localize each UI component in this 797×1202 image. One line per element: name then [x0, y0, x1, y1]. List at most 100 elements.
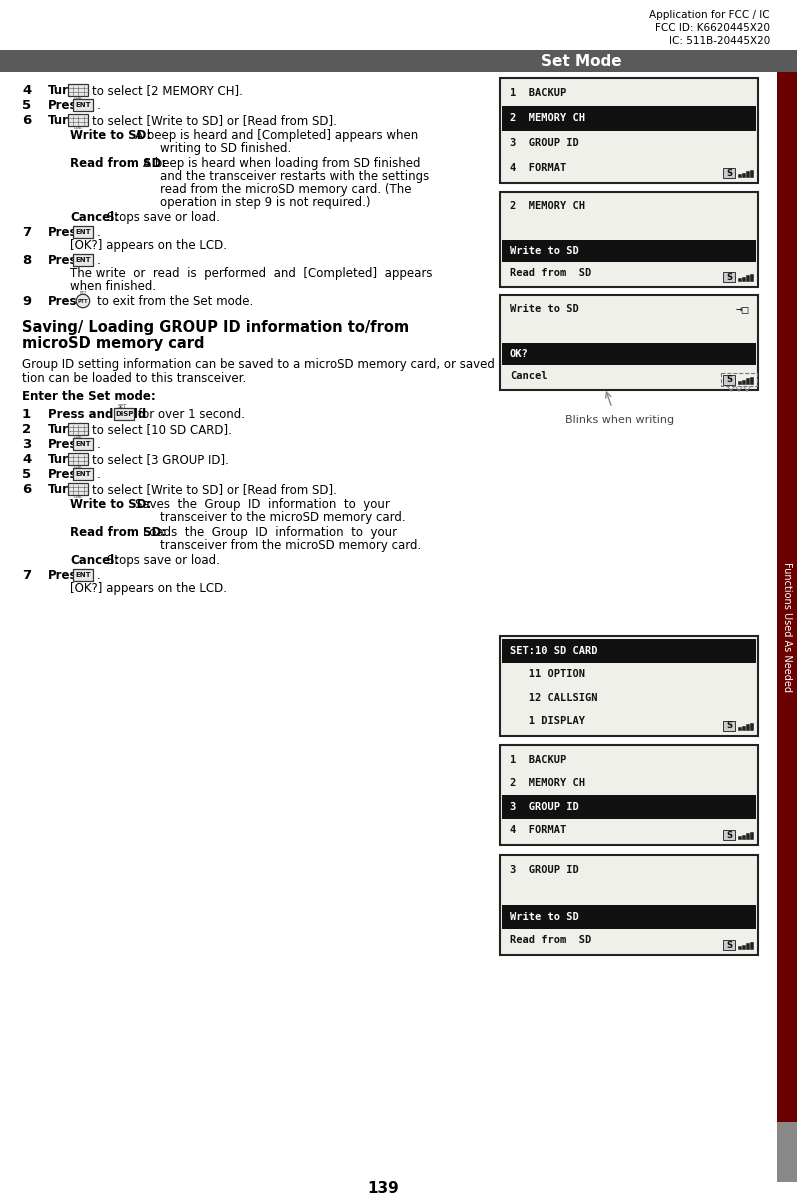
Text: 2  MEMORY CH: 2 MEMORY CH	[510, 201, 585, 212]
Text: Write to SD: Write to SD	[510, 304, 579, 314]
Bar	[73, 254, 92, 266]
Text: ENT: ENT	[75, 230, 91, 236]
Text: to select [Write to SD] or [Read from SD].: to select [Write to SD] or [Read from SD…	[92, 483, 337, 496]
Text: FCC ID: K6620445X20: FCC ID: K6620445X20	[655, 23, 770, 32]
Text: Turn: Turn	[48, 423, 77, 436]
Text: A beep is heard and [Completed] appears when: A beep is heard and [Completed] appears …	[135, 129, 418, 142]
Bar	[723, 168, 735, 178]
Text: Write to SD: Write to SD	[510, 912, 579, 922]
Text: 6: 6	[22, 483, 31, 496]
Bar	[500, 636, 758, 736]
Text: .: .	[97, 226, 100, 239]
Text: ENT: ENT	[75, 572, 91, 578]
Text: A beep is heard when loading from SD finished: A beep is heard when loading from SD fin…	[143, 157, 421, 169]
Bar	[500, 745, 758, 845]
Text: Turn: Turn	[48, 114, 77, 127]
Text: DIAL: DIAL	[73, 435, 83, 439]
Text: Cancel:: Cancel:	[70, 554, 119, 567]
Text: PTT: PTT	[77, 299, 88, 304]
Text: 1 DISPLAY: 1 DISPLAY	[510, 716, 585, 726]
Bar	[0, 50, 797, 72]
Text: Turn: Turn	[48, 84, 77, 97]
Text: 3  GROUP ID: 3 GROUP ID	[510, 864, 579, 875]
Text: SET: SET	[118, 404, 127, 409]
Text: 2  MEMORY CH: 2 MEMORY CH	[510, 778, 585, 789]
Text: microSD memory card: microSD memory card	[22, 337, 205, 351]
Bar	[738, 174, 741, 177]
Text: Application for FCC / IC: Application for FCC / IC	[650, 10, 770, 20]
Text: S: S	[726, 721, 732, 731]
Bar	[500, 78, 758, 183]
Text: 4: 4	[22, 453, 31, 466]
Text: .: .	[97, 99, 100, 112]
Text: PTT: PTT	[79, 291, 87, 296]
Text: Press: Press	[48, 226, 84, 239]
Text: transceiver from the microSD memory card.: transceiver from the microSD memory card…	[160, 538, 422, 552]
Text: when finished.: when finished.	[70, 280, 156, 293]
Text: 7: 7	[22, 569, 31, 582]
Text: Saving/ Loading GROUP ID information to/from: Saving/ Loading GROUP ID information to/…	[22, 320, 409, 335]
Text: 5: 5	[22, 468, 31, 481]
Text: 6: 6	[22, 114, 31, 127]
Text: 1  BACKUP: 1 BACKUP	[510, 755, 566, 764]
Bar	[742, 173, 745, 177]
Text: 1: 1	[22, 407, 31, 421]
Bar	[750, 722, 753, 730]
Circle shape	[77, 294, 90, 308]
Text: Write to SD:: Write to SD:	[70, 498, 151, 511]
Bar	[738, 727, 741, 730]
Text: SET:10 SD CARD: SET:10 SD CARD	[510, 645, 598, 656]
Bar	[750, 274, 753, 281]
Bar	[738, 278, 741, 281]
Bar	[750, 376, 753, 383]
Text: Press: Press	[48, 99, 84, 112]
Bar	[69, 114, 88, 126]
Bar	[69, 84, 88, 96]
Text: OK?: OK?	[510, 349, 528, 358]
Text: 12 CALLSIGN: 12 CALLSIGN	[510, 692, 598, 703]
Text: Press: Press	[48, 254, 84, 267]
Text: Cancel:: Cancel:	[70, 212, 119, 224]
Text: Saves  the  Group  ID  information  to  your: Saves the Group ID information to your	[135, 498, 390, 511]
Text: .: .	[97, 438, 100, 451]
Text: 3  GROUP ID: 3 GROUP ID	[510, 138, 579, 148]
Bar	[69, 453, 88, 465]
Bar	[500, 294, 758, 389]
Bar	[721, 373, 757, 386]
Text: operation in step 9 is not required.): operation in step 9 is not required.)	[160, 196, 371, 209]
Text: 4  FORMAT: 4 FORMAT	[510, 162, 566, 173]
Bar	[738, 381, 741, 383]
Text: Read from  SD: Read from SD	[510, 935, 591, 945]
Bar	[723, 375, 735, 385]
Text: Loads  the  Group  ID  information  to  your: Loads the Group ID information to your	[143, 526, 397, 538]
Text: S: S	[726, 831, 732, 839]
Bar	[738, 946, 741, 950]
Text: and the transceiver restarts with the settings: and the transceiver restarts with the se…	[160, 169, 430, 183]
Bar	[742, 276, 745, 281]
Text: Cancel: Cancel	[510, 371, 548, 381]
Bar	[746, 833, 749, 839]
Bar	[723, 721, 735, 731]
Text: Write to SD: Write to SD	[510, 245, 579, 256]
Text: to exit from the Set mode.: to exit from the Set mode.	[97, 294, 253, 308]
Bar	[500, 855, 758, 956]
Text: Read from SD:: Read from SD:	[70, 526, 166, 538]
Bar	[502, 795, 756, 819]
Text: Group ID setting information can be saved to a microSD memory card, or saved inf: Group ID setting information can be save…	[22, 358, 548, 371]
Text: Stops save or load.: Stops save or load.	[107, 554, 220, 567]
Bar	[502, 106, 756, 131]
Bar	[69, 423, 88, 435]
Bar	[502, 905, 756, 928]
Bar	[750, 832, 753, 839]
Text: Press: Press	[48, 438, 84, 451]
Text: .: .	[97, 254, 100, 267]
Bar	[742, 945, 745, 950]
Text: Read from  SD: Read from SD	[510, 268, 591, 278]
Text: ENT: ENT	[75, 102, 91, 108]
Bar	[502, 639, 756, 662]
Text: to select [3 GROUP ID].: to select [3 GROUP ID].	[92, 453, 230, 466]
Text: ENT: ENT	[75, 471, 91, 477]
Text: Turn: Turn	[48, 483, 77, 496]
Bar	[746, 275, 749, 281]
Text: DIAL: DIAL	[73, 96, 83, 100]
